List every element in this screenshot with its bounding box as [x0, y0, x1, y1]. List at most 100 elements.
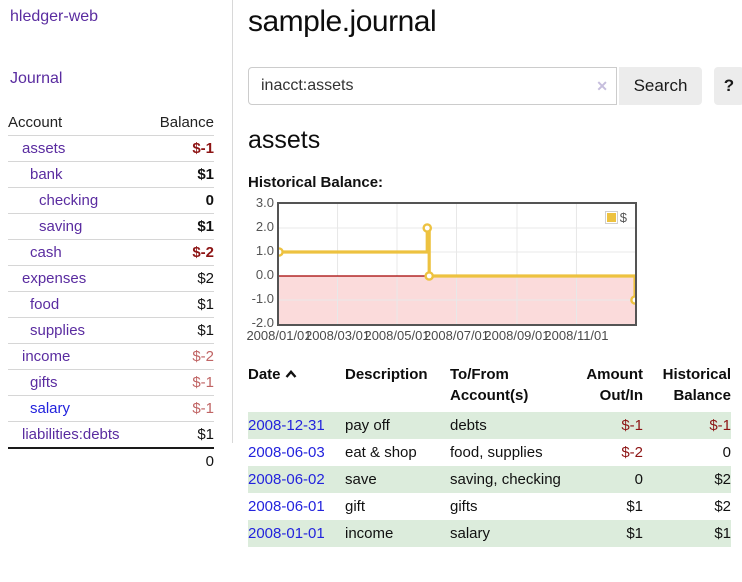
register-header-description: Description — [345, 366, 428, 383]
transaction-date-link[interactable]: 2008-01-01 — [248, 525, 325, 542]
accounts-header-balance: Balance — [159, 114, 214, 131]
sidebar: hledger-web Journal Account Balance asse… — [0, 0, 233, 474]
y-axis-tick-label: -2.0 — [251, 315, 274, 330]
y-axis-tick-label: 0.0 — [255, 267, 274, 282]
transaction-amount: $-1 — [621, 417, 643, 434]
chart-title: Historical Balance: — [248, 174, 384, 191]
transaction-description: income — [345, 525, 394, 542]
main-content: sample.journal ✕ Search ? assets Histori… — [246, 0, 742, 547]
account-row-expenses: expenses $2 — [8, 265, 214, 292]
transaction-balance: $1 — [714, 525, 731, 542]
accounts-header-account: Account — [8, 114, 63, 131]
account-row-cash: cash $-2 — [8, 239, 214, 266]
transaction-date-link[interactable]: 2008-06-02 — [248, 471, 325, 488]
account-row-liabilities-debts: liabilities:debts $1 — [8, 421, 214, 448]
x-axis-tick-label: 2008/05/01 — [364, 328, 430, 343]
account-row-salary: salary $-1 — [8, 395, 214, 422]
accounts-header-row: Account Balance — [8, 110, 214, 136]
account-link-assets[interactable]: assets — [22, 140, 66, 157]
data-point — [424, 271, 435, 281]
search-input-wrap: ✕ — [248, 67, 617, 105]
transaction-amount: 0 — [634, 471, 643, 488]
accounts-total-row: 0 — [8, 447, 214, 474]
search-form: ✕ Search ? — [248, 67, 742, 105]
search-button[interactable]: Search — [619, 67, 702, 105]
data-point — [279, 247, 284, 257]
chart-legend: $ — [602, 209, 629, 226]
transaction-amount: $-2 — [621, 444, 643, 461]
y-axis-tick-label: -1.0 — [251, 291, 274, 306]
transaction-date-link[interactable]: 2008-06-03 — [248, 444, 325, 461]
account-link-cash[interactable]: cash — [30, 244, 62, 261]
account-row-checking: checking 0 — [8, 187, 214, 214]
account-row-bank: bank $1 — [8, 161, 214, 188]
accounts-table: Account Balance assets $-1 bank $1 check… — [8, 110, 214, 474]
account-balance-supplies: $1 — [146, 317, 214, 344]
account-link-supplies[interactable]: supplies — [30, 322, 86, 339]
x-axis-tick-label: 2008/03/01 — [304, 328, 371, 343]
x-axis-tick-label: 2008/11/01 — [544, 328, 609, 343]
register-header-row: Date Description To/From Account(s) Amou… — [248, 362, 731, 412]
account-link-food[interactable]: food — [30, 296, 60, 313]
chart-canvas — [279, 204, 635, 324]
account-balance-checking: 0 — [146, 187, 214, 214]
register-header-balance: Historical Balance — [662, 366, 731, 404]
chart-y-axis-labels: 3.0 2.0 1.0 0.0 -1.0 -2.0 — [248, 195, 274, 330]
account-link-expenses[interactable]: expenses — [22, 270, 87, 287]
transaction-account: salary — [450, 525, 491, 542]
search-input[interactable] — [248, 67, 617, 105]
transaction-description: eat & shop — [345, 444, 417, 461]
chart-plot-area: $ — [277, 202, 637, 326]
account-balance-salary: $-1 — [146, 395, 214, 422]
transaction-account: saving, checking — [450, 471, 561, 488]
y-axis-tick-label: 2.0 — [255, 219, 274, 234]
x-axis-tick-label: 2008/09/01 — [484, 328, 550, 343]
account-link-salary[interactable]: salary — [30, 400, 71, 417]
transaction-description: pay off — [345, 417, 390, 434]
transaction-description: save — [345, 471, 377, 488]
transaction-account: food, supplies — [450, 444, 543, 461]
account-row-food: food $1 — [8, 291, 214, 318]
account-link-income[interactable]: income — [22, 348, 71, 365]
chart-x-axis-labels: 2008/01/01 2008/03/01 2008/05/01 2008/07/01… — [246, 328, 677, 344]
account-row-income: income $-2 — [8, 343, 214, 370]
legend-label: $ — [619, 210, 627, 225]
account-link-liabilities-debts[interactable]: liabilities:debts — [22, 426, 120, 443]
account-link-checking[interactable]: checking — [39, 192, 99, 209]
transaction-date-link[interactable]: 2008-06-01 — [248, 498, 325, 515]
accounts-total-value: 0 — [146, 447, 214, 474]
transaction-balance: $-1 — [709, 417, 731, 434]
transaction-balance: $2 — [714, 471, 731, 488]
register-header-date[interactable]: Date — [248, 362, 345, 412]
account-link-bank[interactable]: bank — [30, 166, 63, 183]
account-balance-bank: $1 — [146, 161, 214, 188]
account-link-gifts[interactable]: gifts — [30, 374, 58, 391]
legend-swatch-icon — [604, 211, 618, 224]
transaction-balance: 0 — [722, 444, 731, 461]
help-button[interactable]: ? — [714, 67, 742, 105]
account-balance-income: $-2 — [146, 343, 214, 370]
transaction-date-link[interactable]: 2008-12-31 — [248, 417, 325, 434]
account-balance-assets: $-1 — [146, 135, 214, 162]
historical-balance-chart: 3.0 2.0 1.0 0.0 -1.0 -2.0 $ 2008/01/01 2008/03… — [246, 195, 742, 345]
transaction-account: debts — [450, 417, 487, 434]
brand-link[interactable]: hledger-web — [10, 8, 99, 25]
x-axis-tick-label: 2008/01/01 — [246, 328, 312, 343]
transaction-description: gift — [345, 498, 366, 515]
account-balance-expenses: $2 — [146, 265, 214, 292]
clear-search-icon[interactable]: ✕ — [596, 78, 608, 94]
transaction-balance: $2 — [714, 498, 731, 515]
account-link-saving[interactable]: saving — [39, 218, 83, 235]
register-row: 2008-06-02 save saving, checking 0 $2 — [248, 466, 731, 493]
account-balance-liabilities-debts: $1 — [146, 421, 214, 448]
data-point — [630, 295, 635, 305]
data-point — [422, 223, 433, 233]
register-row: 2008-01-01 income salary $1 $1 — [248, 520, 731, 547]
x-axis-tick-label: 2008/07/01 — [423, 328, 490, 343]
register-table: Date Description To/From Account(s) Amou… — [248, 362, 731, 547]
account-row-saving: saving $1 — [8, 213, 214, 240]
account-balance-saving: $1 — [146, 213, 214, 240]
y-axis-tick-label: 1.0 — [255, 243, 274, 258]
sidebar-item-journal[interactable]: Journal — [10, 70, 63, 87]
